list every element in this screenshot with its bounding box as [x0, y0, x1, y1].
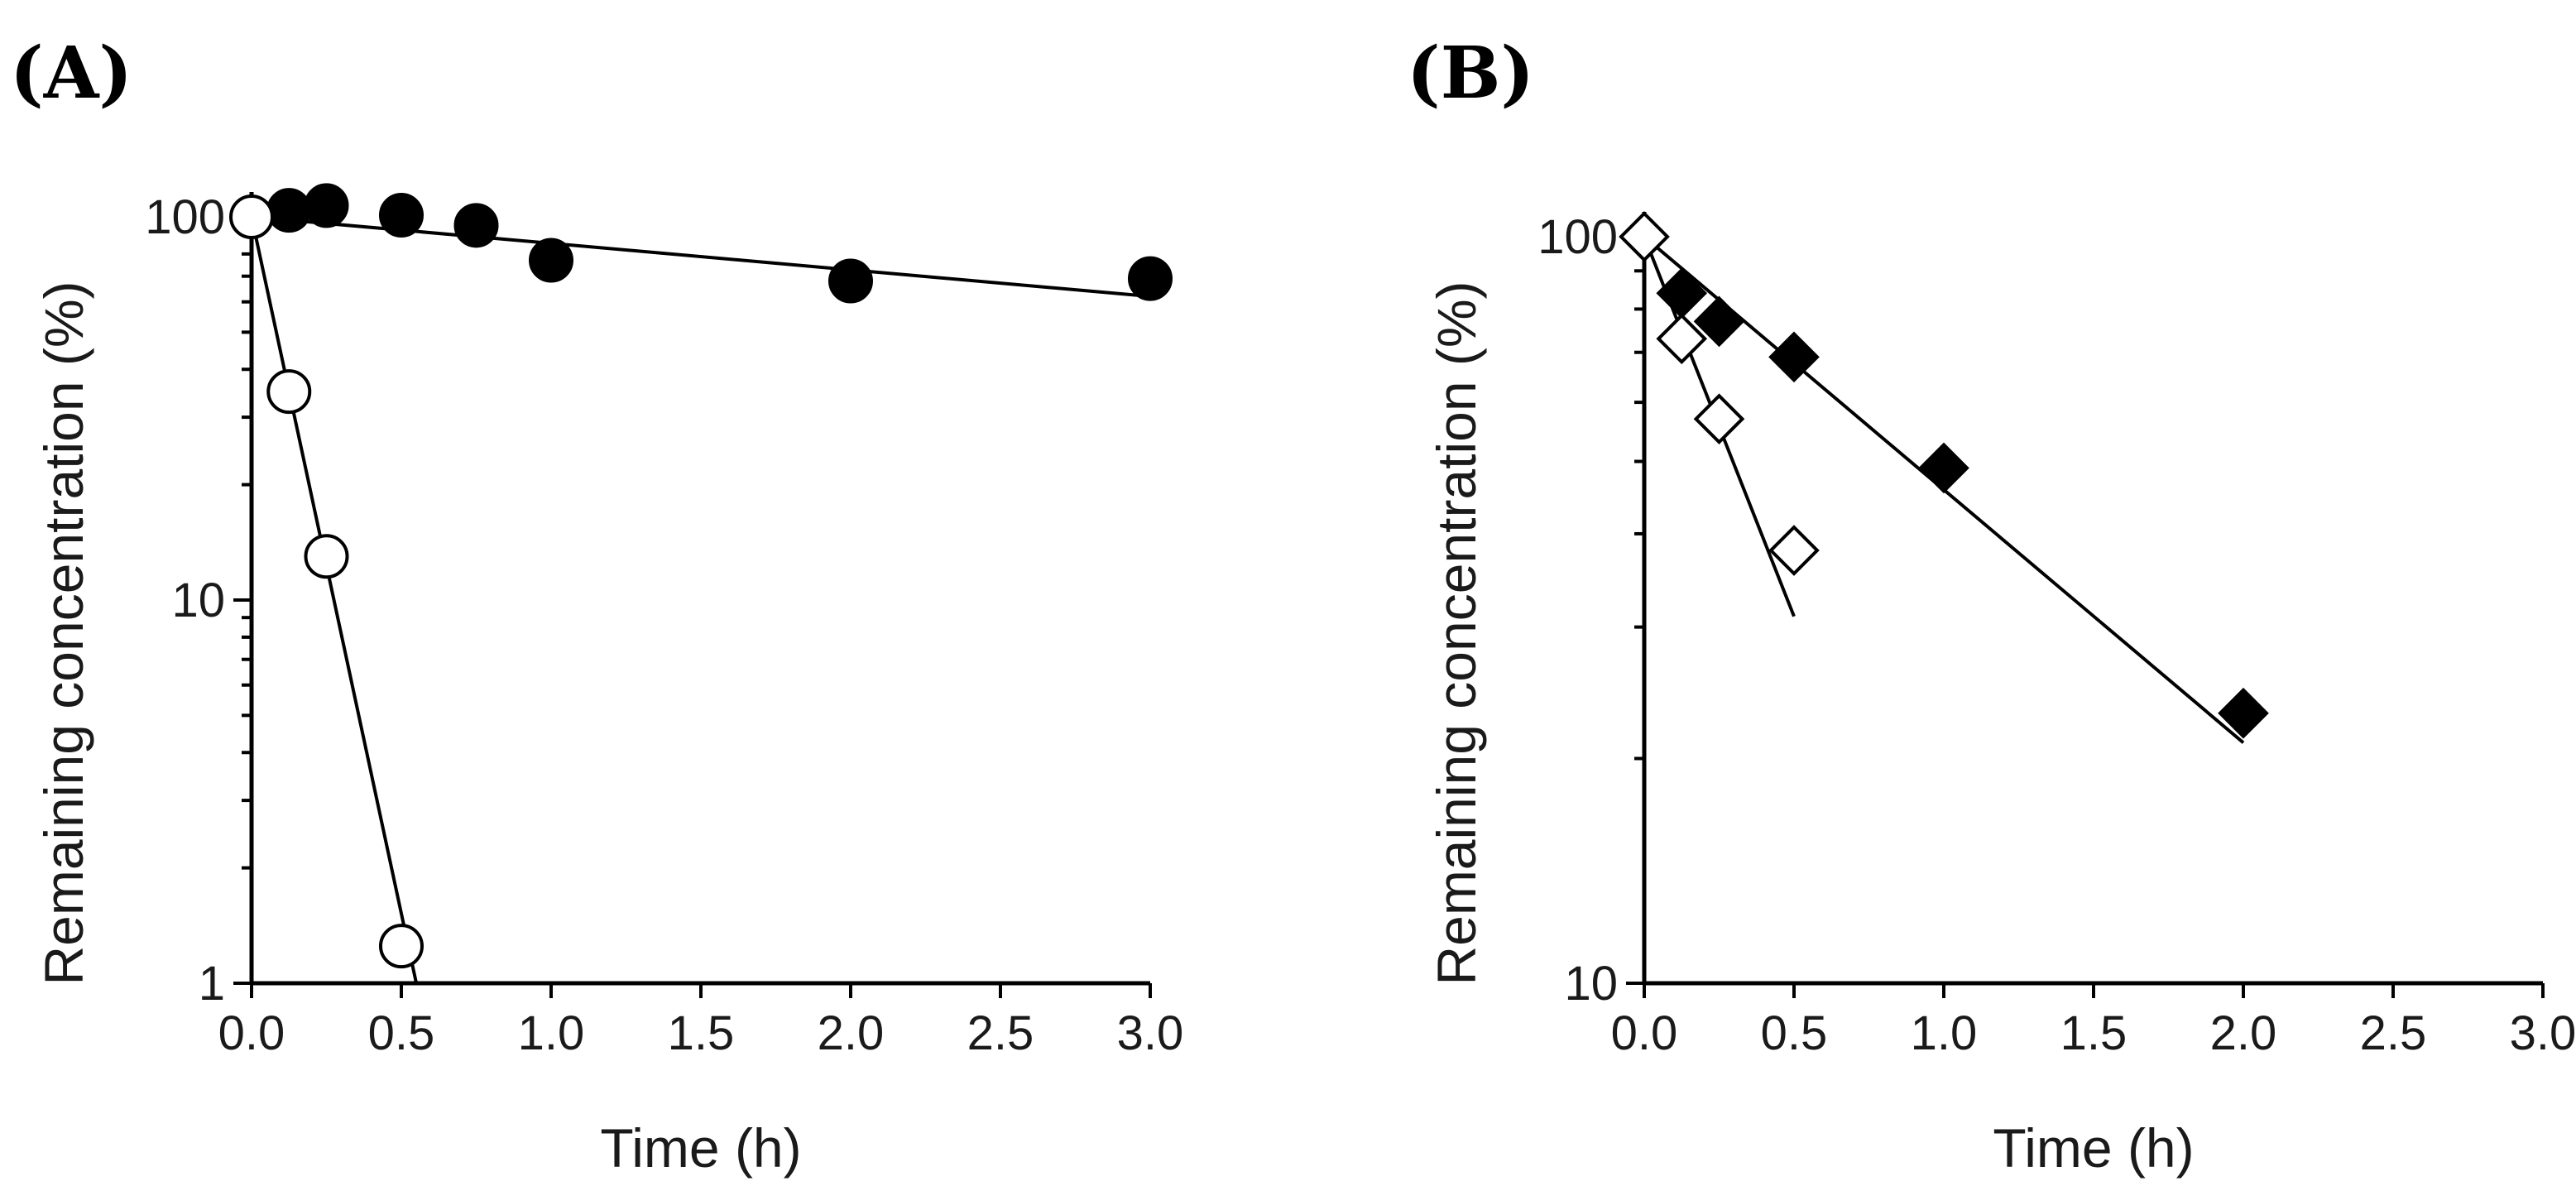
panel-b-x-tick-label: 0.0	[1611, 1006, 1678, 1060]
panel-a-label: (A)	[10, 31, 132, 115]
panel-a: (A) 0.0 0.5 1.0 1.5 2.0 2.5 3.0 1 10 100 Time (h)…	[10, 31, 1183, 1179]
panel-a-axes: 0.0 0.5 1.0 1.5 2.0 2.5 3.0 1 10 100	[145, 190, 1183, 1060]
panel-b-filled-diamond-point	[1918, 442, 1969, 494]
panel-b-open-diamond-point	[1619, 211, 1670, 262]
panel-a-filled-circle-point	[529, 238, 573, 283]
panel-a-x-tick-label: 2.5	[967, 1006, 1034, 1060]
panel-b-markers	[1619, 211, 2269, 739]
panel-b-axes: 0.0 0.5 1.0 1.5 2.0 2.5 3.0 10 100	[1537, 210, 2576, 1060]
panel-b-y-axis-title: Remaining concentration (%)	[1426, 281, 1487, 985]
panel-a-filled-circle-point	[828, 258, 873, 304]
panel-b-label: (B)	[1407, 31, 1534, 115]
panel-b-open-diamond-point	[1656, 313, 1708, 365]
panel-b-y-tick-label: 10	[1564, 957, 1618, 1011]
panel-a-fit-lines	[250, 215, 1151, 984]
panel-b-x-tick-label: 2.0	[2210, 1006, 2277, 1060]
panel-a-filled-circle-point	[266, 188, 312, 233]
panel-a-y-tick-label: 10	[171, 574, 225, 627]
panel-b-filled-diamond-point	[2218, 687, 2269, 739]
panel-a-open-circle-point	[304, 534, 349, 579]
panel-a-x-tick-label: 1.0	[518, 1006, 585, 1060]
panel-b-filled-diamond-point	[1656, 267, 1708, 319]
panel-a-open-circle-point	[229, 194, 274, 239]
panel-b-filled-diamond-point	[1693, 295, 1745, 348]
panel-a-x-tick-label: 3.0	[1117, 1006, 1184, 1060]
panel-b-x-tick-label: 1.0	[1911, 1006, 1978, 1060]
panel-b-x-tick-label: 0.5	[1761, 1006, 1828, 1060]
panel-a-open-circle-point	[379, 924, 424, 969]
panel-a-x-tick-label: 2.0	[818, 1006, 885, 1060]
panel-b-filled-diamond-point	[1768, 331, 1820, 383]
panel-b-y-tick-label: 100	[1537, 210, 1618, 264]
panel-a-x-tick-label: 0.0	[218, 1006, 285, 1060]
panel-a-x-tick-label: 0.5	[368, 1006, 435, 1060]
panel-a-open-circle-point	[266, 369, 312, 415]
panel-a-fit-line-2	[250, 216, 419, 984]
panel-a-y-tick-label: 100	[145, 190, 225, 244]
panel-a-x-tick-label: 1.5	[668, 1006, 735, 1060]
panel-b-open-diamond-point	[1693, 393, 1745, 445]
panel-a-filled-circle-point	[1128, 256, 1173, 301]
panel-a-markers	[229, 183, 1173, 969]
panel-a-y-tick-label: 1	[199, 957, 225, 1011]
panel-b-x-axis-title: Time (h)	[1993, 1117, 2194, 1179]
panel-a-x-axis-title: Time (h)	[600, 1117, 801, 1179]
panel-b-open-diamond-point	[1768, 525, 1820, 576]
panel-a-filled-circle-point	[453, 203, 499, 248]
panel-a-y-axis-title: Remaining concentration (%)	[33, 281, 94, 985]
panel-b-x-tick-label: 3.0	[2510, 1006, 2576, 1060]
panel-a-filled-circle-point	[379, 192, 424, 238]
panel-b-x-tick-label: 1.5	[2060, 1006, 2127, 1060]
panel-b-x-tick-label: 2.5	[2360, 1006, 2427, 1060]
panel-a-filled-circle-point	[304, 183, 349, 228]
